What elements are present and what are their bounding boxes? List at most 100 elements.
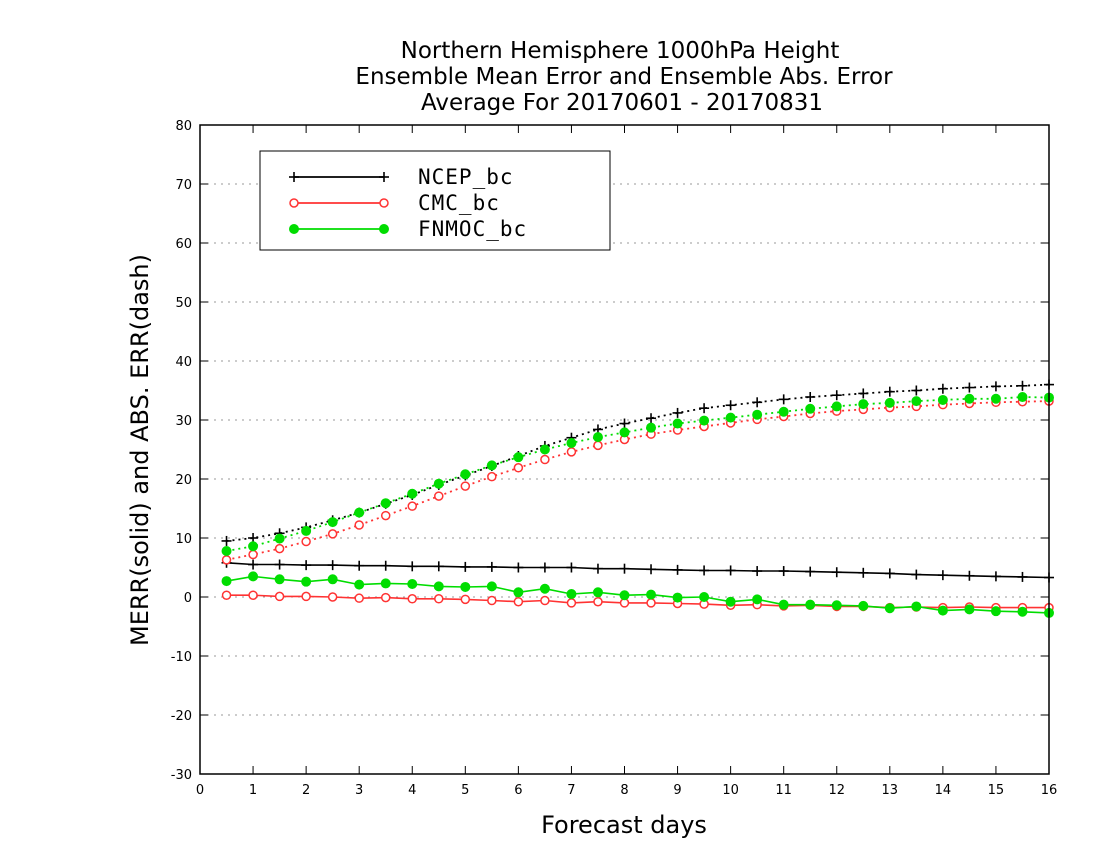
- fnmoc-bc-abs-err-point: [884, 397, 895, 408]
- ncep-bc-merr-point: [407, 561, 418, 572]
- fnmoc-bc-merr-point: [301, 576, 312, 587]
- ncep-bc-merr-point: [486, 561, 497, 572]
- fnmoc-bc-merr-point: [646, 589, 657, 600]
- ncep-bc-merr-point: [274, 559, 285, 570]
- ncep-bc-abs-err-point: [221, 535, 232, 546]
- legend-marker: [289, 224, 299, 234]
- x-tick-label: 6: [514, 783, 522, 798]
- fnmoc-bc-abs-err-point: [672, 418, 683, 429]
- ncep-bc-merr-point: [725, 565, 736, 576]
- fnmoc-bc-abs-err-point: [778, 406, 789, 417]
- cmc-bc-merr-point: [301, 591, 311, 602]
- ncep-bc-merr-point: [301, 560, 312, 571]
- fnmoc-bc-merr-point: [725, 596, 736, 607]
- x-tick-label: 13: [882, 783, 899, 798]
- ncep-bc-merr-point: [592, 563, 603, 574]
- ncep-bc-merr-point: [539, 562, 550, 573]
- cmc-bc-merr-point: [327, 592, 338, 602]
- fnmoc-bc-merr-point: [433, 581, 444, 592]
- legend-label: NCEP_bc: [418, 165, 514, 189]
- plot-frame: [199, 124, 1050, 775]
- fnmoc-bc-abs-err-point: [274, 533, 285, 544]
- legend-label: CMC_bc: [418, 191, 500, 215]
- title-line-2: Ensemble Mean Error and Ensemble Abs. Er…: [355, 64, 893, 90]
- fnmoc-bc-abs-err-point: [752, 409, 763, 420]
- cmc-bc-merr-point: [513, 596, 524, 607]
- legend-marker: [289, 198, 299, 208]
- x-tick-label: 16: [1041, 783, 1058, 798]
- ncep-bc-merr-point: [513, 562, 524, 573]
- series: [221, 379, 1054, 618]
- cmc-bc-abs-err-point: [380, 510, 391, 521]
- chart-title: Northern Hemisphere 1000hPa Height Ensem…: [355, 38, 893, 116]
- x-tick-label: 12: [828, 783, 845, 798]
- ncep-bc-merr-point: [672, 564, 683, 575]
- cmc-bc-abs-err-point: [460, 481, 471, 491]
- ncep-bc-abs-err-point: [619, 418, 630, 429]
- ncep-bc-merr-point: [778, 566, 789, 577]
- cmc-bc-abs-err-point: [540, 454, 550, 465]
- y-tick-label: -10: [171, 650, 192, 665]
- ncep-bc-abs-err-point: [990, 381, 1001, 392]
- cmc-bc-merr-point: [460, 594, 471, 605]
- x-tick-label: 9: [673, 783, 681, 798]
- cmc-bc-abs-err-point: [301, 536, 311, 547]
- fnmoc-bc-abs-err-point: [699, 415, 710, 426]
- cmc-bc-abs-err-point: [221, 555, 232, 565]
- cmc-bc-abs-err-point: [566, 447, 577, 457]
- cmc-bc-abs-err-point: [274, 543, 285, 554]
- fnmoc-bc-merr-point: [911, 601, 922, 612]
- fnmoc-bc-abs-err-point: [831, 401, 842, 412]
- ncep-bc-abs-err-point: [964, 382, 975, 393]
- title-line-1: Northern Hemisphere 1000hPa Height: [401, 38, 840, 64]
- fnmoc-bc-merr-point: [964, 604, 975, 615]
- legend-marker: [379, 172, 389, 182]
- fnmoc-bc-merr-point: [221, 576, 232, 587]
- cmc-bc-merr-point: [380, 592, 391, 603]
- fnmoc-bc-merr-point: [805, 599, 816, 610]
- fnmoc-bc-abs-err-point: [433, 478, 444, 489]
- cmc-bc-abs-err-point: [487, 471, 497, 482]
- fnmoc-bc-merr-point: [380, 578, 391, 589]
- fnmoc-bc-abs-err-point: [248, 541, 259, 552]
- legend-marker: [289, 172, 299, 182]
- fnmoc-bc-merr-point: [831, 600, 842, 611]
- fnmoc-bc-abs-err-point: [592, 432, 603, 443]
- cmc-bc-merr-point: [434, 594, 444, 604]
- fnmoc-bc-merr-point: [672, 592, 683, 603]
- cmc-bc-merr-point: [593, 596, 603, 607]
- fnmoc-bc-merr-point: [248, 571, 259, 582]
- fnmoc-bc-abs-err-point: [460, 469, 471, 480]
- fnmoc-bc-merr-point: [858, 600, 869, 611]
- ncep-bc-merr-point: [831, 567, 842, 578]
- fnmoc-bc-merr-point: [460, 581, 471, 592]
- ncep-bc-abs-err-point: [778, 394, 789, 405]
- fnmoc-bc-merr-point: [937, 605, 948, 616]
- y-tick-label: -20: [171, 709, 192, 724]
- fnmoc-bc-abs-err-point: [937, 394, 948, 405]
- fnmoc-bc-merr-point: [699, 592, 710, 602]
- y-axis-label: MERR(solid) and ABS. ERR(dash): [126, 254, 154, 646]
- fnmoc-bc-abs-err-point: [725, 412, 736, 423]
- ncep-bc-merr-point: [858, 567, 869, 578]
- fnmoc-bc-abs-err-point: [1017, 391, 1028, 402]
- ncep-bc-merr-point: [460, 561, 471, 572]
- x-tick-label: 7: [567, 783, 575, 798]
- y-tick-label: 80: [175, 119, 192, 134]
- fnmoc-bc-abs-err-point: [911, 396, 922, 407]
- fnmoc-bc-abs-err-point: [566, 438, 577, 449]
- fnmoc-bc-abs-err-point: [327, 517, 338, 528]
- x-tick-label: 5: [461, 783, 469, 798]
- x-tick-label: 2: [302, 783, 310, 798]
- fnmoc-bc-abs-err-point: [539, 444, 550, 455]
- fnmoc-bc-abs-err-point: [486, 460, 497, 471]
- ncep-bc-abs-err-point: [937, 383, 948, 394]
- ncep-bc-abs-err-point: [831, 390, 842, 401]
- fnmoc-bc-abs-err-point: [964, 393, 975, 404]
- legend-marker: [379, 224, 389, 234]
- fnmoc-bc-abs-err-point: [990, 393, 1001, 404]
- fnmoc-bc-abs-err-point: [380, 498, 391, 509]
- x-tick-label: 11: [775, 783, 792, 798]
- ncep-bc-merr-point: [964, 570, 975, 581]
- cmc-bc-abs-err-point: [434, 491, 444, 501]
